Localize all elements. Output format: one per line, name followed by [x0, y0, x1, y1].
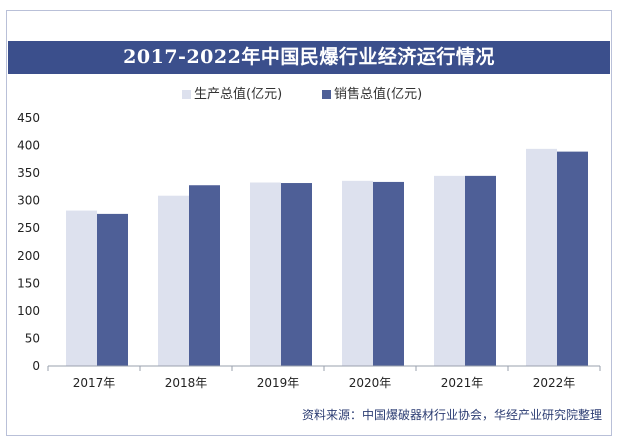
bar-production — [66, 210, 97, 366]
legend-label-production: 生产总值(亿元) — [194, 87, 283, 102]
bar-sales — [557, 151, 588, 366]
x-tick-label: 2018年 — [165, 376, 208, 390]
legend-item-sales: 销售总值(亿元) — [322, 86, 422, 104]
y-tick-label: 150 — [17, 276, 40, 290]
x-tick-label: 2021年 — [441, 376, 484, 390]
y-tick-label: 450 — [17, 111, 40, 125]
y-tick-label: 300 — [17, 194, 40, 208]
y-tick-label: 50 — [25, 331, 40, 345]
chart-title: 2017-2022年中国民爆行业经济运行情况 — [8, 41, 610, 74]
bar-production — [434, 175, 465, 366]
y-tick-label: 400 — [17, 139, 40, 153]
bar-production — [250, 182, 281, 366]
bar-production — [526, 148, 557, 366]
bar-production — [342, 180, 373, 366]
bar-sales — [189, 185, 220, 366]
bar-production — [158, 195, 189, 366]
source-note: 资料来源：中国爆破器材行业协会，华经产业研究院整理 — [8, 404, 610, 426]
x-tick-label: 2022年 — [533, 376, 576, 390]
bar-sales — [373, 181, 404, 366]
y-tick-label: 100 — [17, 304, 40, 318]
legend-swatch-production — [182, 90, 191, 99]
bar-sales — [465, 175, 496, 366]
bar-sales — [281, 183, 312, 366]
legend-item-production: 生产总值(亿元) — [182, 86, 282, 104]
x-tick-label: 2019年 — [257, 376, 300, 390]
y-tick-label: 350 — [17, 166, 40, 180]
x-tick-label: 2017年 — [73, 376, 116, 390]
x-tick-label: 2020年 — [349, 376, 392, 390]
legend-label-sales: 销售总值(亿元) — [334, 87, 423, 102]
bar-sales — [97, 213, 128, 366]
y-tick-label: 200 — [17, 249, 40, 263]
legend-swatch-sales — [322, 90, 331, 99]
y-tick-label: 0 — [32, 359, 40, 373]
y-tick-label: 250 — [17, 221, 40, 235]
